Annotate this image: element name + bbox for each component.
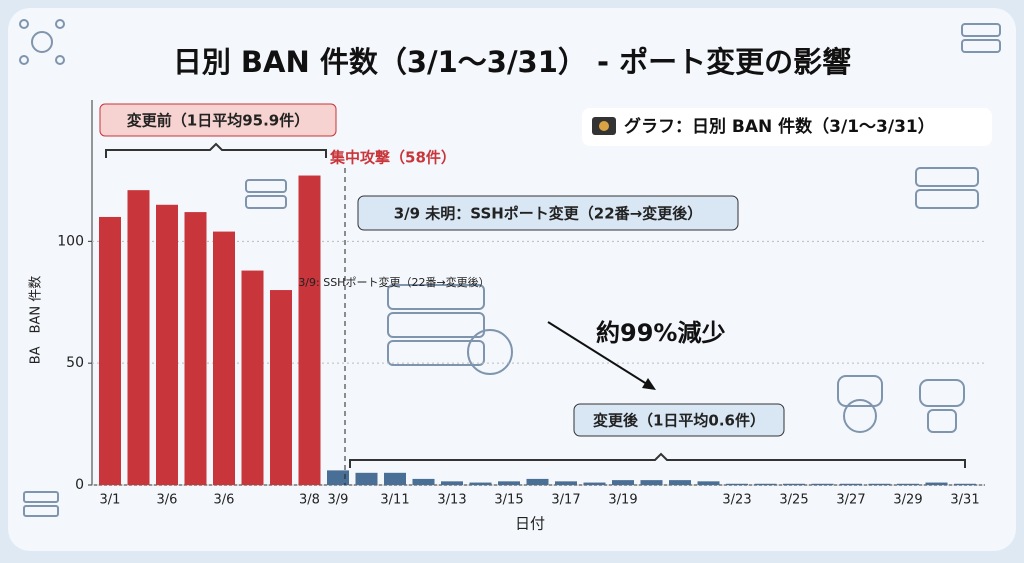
bar — [954, 483, 976, 485]
bar — [811, 483, 834, 485]
bar — [498, 481, 520, 485]
robot-icon — [837, 375, 965, 433]
x-tick-label: 3/19 — [608, 493, 637, 508]
bar — [412, 478, 435, 485]
camera-icon — [592, 117, 616, 135]
bar — [840, 483, 862, 485]
brace — [105, 142, 327, 158]
x-tick-label: 3/9 — [328, 493, 349, 508]
bar — [441, 481, 463, 485]
bar — [583, 482, 606, 485]
bar — [184, 212, 207, 485]
bar — [355, 472, 378, 485]
network-icon — [19, 19, 65, 65]
x-tick-label: 3/25 — [779, 493, 808, 508]
bar — [241, 270, 264, 485]
bar — [726, 483, 748, 485]
bar — [469, 482, 492, 485]
annotation: 3/9 未明：SSHポート変更（22番→変更後） — [394, 205, 703, 223]
brace — [349, 452, 966, 468]
y-axis-label: BA BAN 件数 — [29, 276, 44, 364]
x-axis-label: 日付 — [515, 515, 545, 533]
annotation-box — [99, 103, 337, 137]
x-tick-label: 3/29 — [893, 493, 922, 508]
bar — [270, 290, 292, 485]
x-tick-label: 3/27 — [836, 493, 865, 508]
y-tick-label: 0 — [75, 477, 84, 493]
bar — [384, 472, 406, 485]
annotation: 約99%減少 — [596, 319, 725, 347]
x-tick-label: 3/1 — [100, 493, 121, 508]
y-tick-label: 100 — [57, 233, 84, 249]
annotation: 変更後（1日平均0.6件） — [593, 412, 765, 430]
bar — [754, 483, 777, 485]
x-tick-label: 3/23 — [722, 493, 751, 508]
x-tick-label: 3/6 — [157, 493, 178, 508]
arrow-head — [642, 378, 656, 390]
annotation-box — [573, 403, 785, 437]
annotation: 変更前（1日平均95.9件） — [127, 112, 309, 130]
bar — [156, 204, 178, 485]
bar — [783, 483, 805, 485]
bar — [612, 480, 634, 485]
bar — [99, 216, 121, 485]
bar — [298, 175, 321, 486]
bar — [127, 190, 150, 485]
x-tick-label: 3/17 — [551, 493, 580, 508]
x-tick-label: 3/6 — [214, 493, 235, 508]
bar — [868, 483, 891, 485]
bar — [327, 470, 349, 485]
y-tick-label: 50 — [66, 355, 84, 371]
arrow — [547, 321, 651, 387]
bar — [640, 480, 663, 485]
bar — [925, 482, 948, 485]
bar — [697, 481, 720, 485]
bar — [669, 480, 691, 485]
annotation: 3/9: SSHポート変更（22番→変更後） — [298, 275, 489, 289]
legend-caption: グラフ：日別 BAN 件数（3/1〜3/31） — [624, 116, 935, 137]
chart-title: 日別 BAN 件数（3/1〜3/31） - ポート変更の影響 — [173, 45, 851, 79]
bar — [555, 481, 577, 485]
server-icon — [23, 23, 1001, 517]
bar — [213, 231, 235, 485]
bar — [897, 483, 919, 485]
bar — [526, 478, 549, 485]
x-tick-label: 3/15 — [494, 493, 523, 508]
annotation: 集中攻撃（58件） — [329, 149, 456, 167]
legend-box — [582, 108, 992, 146]
annotation-box — [357, 195, 739, 231]
x-tick-label: 3/13 — [437, 493, 466, 508]
x-tick-label: 3/11 — [380, 493, 409, 508]
x-tick-label: 3/8 — [299, 493, 320, 508]
x-tick-label: 3/31 — [950, 493, 979, 508]
